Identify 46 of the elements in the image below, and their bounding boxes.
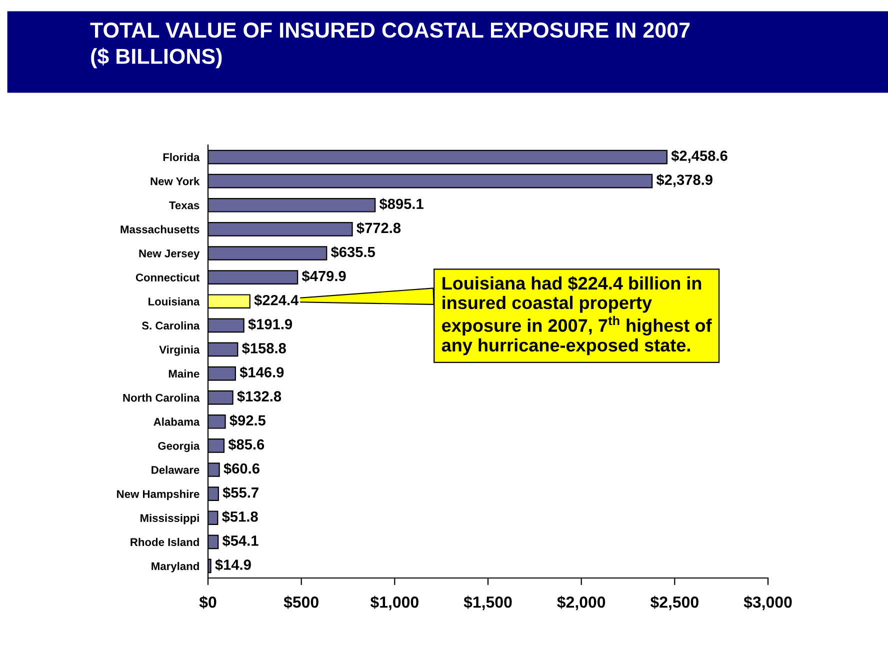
y-tick-label: Delaware	[152, 466, 200, 474]
y-tick-label: Alabama	[154, 418, 200, 426]
y-tick-label: Louisiana	[148, 297, 200, 306]
data-label: $55.7	[222, 486, 258, 499]
data-label: $635.5	[330, 246, 375, 258]
data-label: $92.5	[230, 414, 266, 426]
data-label: $479.9	[302, 270, 346, 282]
y-tick-label: Connecticut	[136, 273, 200, 282]
y-tick-label: Mississippi	[140, 514, 199, 524]
data-label: $60.6	[224, 462, 260, 475]
x-tick-label: $3,000	[744, 596, 792, 610]
data-label: $2,458.6	[671, 150, 728, 164]
chart-title: TOTAL VALUE OF INSURED COASTAL EXPOSURE IN 2007	[90, 22, 690, 38]
x-tick-label: $500	[284, 596, 318, 609]
y-tick-label: New Hampshire	[117, 490, 200, 500]
y-tick-label: North Carolina	[123, 394, 200, 402]
y-tick-label: Maryland	[152, 562, 199, 572]
data-label: $14.9	[215, 558, 251, 571]
x-tick-label: $1,000	[370, 596, 418, 610]
data-label: $54.1	[222, 534, 258, 547]
y-tick-label: New Jersey	[139, 250, 200, 260]
chart-subtitle: ($ BILLIONS)	[91, 48, 222, 68]
data-label: $191.9	[248, 318, 292, 330]
y-tick-label: New York	[150, 177, 200, 186]
y-tick-label: Rhode Island	[130, 538, 199, 546]
y-tick-label: Florida	[163, 153, 200, 162]
y-tick-label: Texas	[169, 202, 200, 210]
x-tick-label: $1,500	[464, 596, 512, 610]
y-tick-label: Georgia	[158, 442, 200, 452]
data-label: $51.8	[222, 510, 258, 523]
x-tick-label: $0	[199, 596, 216, 609]
data-label: $224.4	[254, 294, 299, 306]
data-label: $132.8	[237, 390, 282, 402]
data-label: $158.8	[242, 342, 286, 354]
data-label: $146.9	[240, 366, 284, 378]
data-label: $895.1	[379, 198, 424, 210]
y-tick-label: Maine	[168, 370, 200, 378]
data-label: $85.6	[228, 438, 264, 451]
y-tick-label: Massachusetts	[120, 225, 200, 234]
data-label: $772.8	[356, 222, 401, 234]
annotation: Louisiana had $224.4 billion in insured coastal property exposure in 2007, 7$^{th}$ highest of any hurricane-exposed state.	[442, 276, 712, 356]
x-tick-label: $2,500	[650, 596, 698, 610]
x-tick-label: $2,000	[557, 596, 606, 610]
data-label: $2,378.9	[656, 174, 712, 188]
y-tick-label: Virginia	[159, 345, 200, 356]
y-tick-label: S. Carolina	[142, 321, 200, 330]
